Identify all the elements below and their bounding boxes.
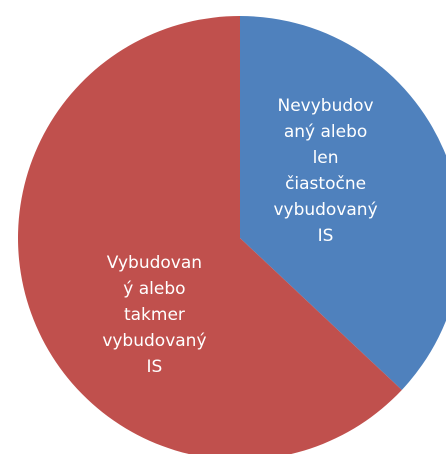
pie-slice [240,16,446,390]
slice-label-box: Nevybudov aný alebo len čiastočne vybudo… [273,95,378,246]
slice-label: Vybudovan ý alebo takmer vybudovaný IS [102,253,207,378]
slice-label: Nevybudov aný alebo len čiastočne vybudo… [273,95,378,246]
pie-slice [18,16,402,454]
slice-label-box: Vybudovan ý alebo takmer vybudovaný IS [102,253,207,378]
